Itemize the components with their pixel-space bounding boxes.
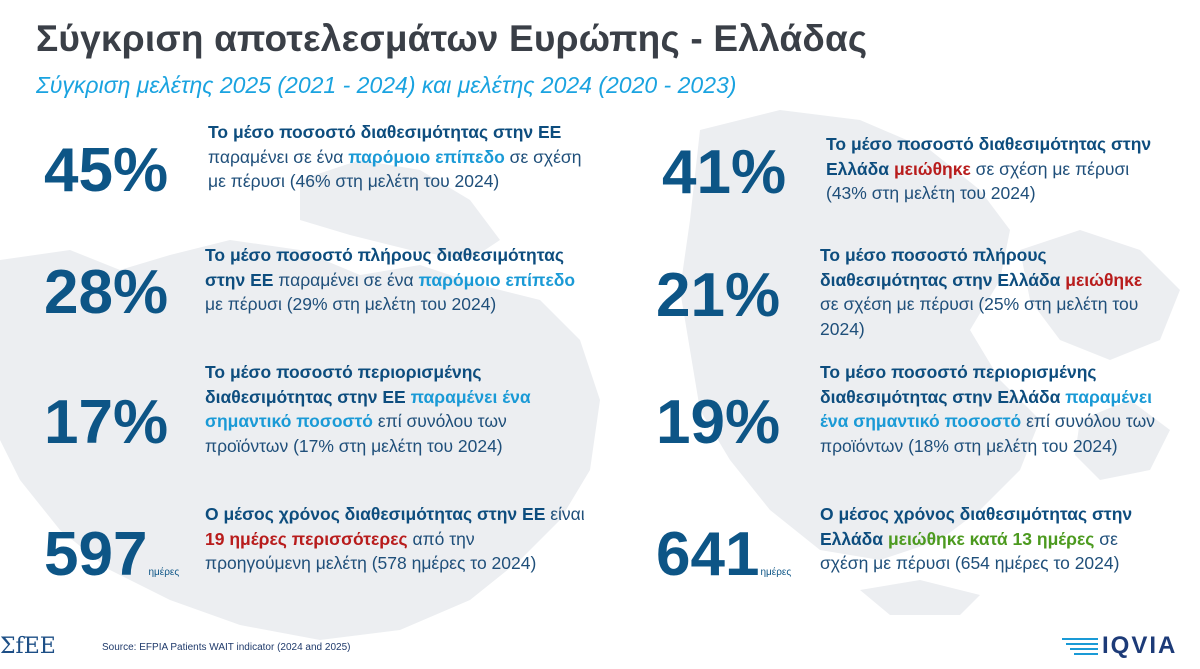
gr-limited-lead: Το μέσο ποσοστό περιορισμένης διαθεσιμότ… bbox=[820, 362, 1097, 407]
eu-limited-value: 17% bbox=[44, 388, 169, 457]
gr-full-rest: σε σχέση με πέρυσι (25% στη μελέτη του 2… bbox=[820, 294, 1139, 339]
eu-availability-mid: παραμένει σε ένα bbox=[208, 146, 349, 167]
eu-limited-text: Το μέσο ποσοστό περιορισμένης διαθεσιμότ… bbox=[205, 360, 580, 458]
gr-availability-text: Το μέσο ποσοστό διαθεσιμότητας στην Ελλά… bbox=[826, 132, 1166, 206]
gr-time-text: Ο μέσος χρόνος διαθεσιμότητας στην Ελλάδ… bbox=[820, 502, 1160, 576]
gr-limited-highlight: παραμένει ένα σημαντικό ποσοστό bbox=[820, 386, 1153, 432]
gr-availability-value: 41% bbox=[662, 138, 787, 207]
eu-full-mid: παραμένει σε ένα bbox=[273, 269, 419, 290]
eu-limited-rest: επί συνόλου των προϊόντων (17% στη μελέτ… bbox=[205, 411, 507, 456]
eu-availability-lead: Το μέσο ποσοστό διαθεσιμότητας στην ΕΕ bbox=[208, 122, 562, 142]
eu-availability-rest: σε σχέση με πέρυσι (46% στη μελέτη του 2… bbox=[208, 146, 582, 192]
eu-availability-value: 45% bbox=[44, 136, 169, 205]
gr-limited-text: Το μέσο ποσοστό περιορισμένης διαθεσιμότ… bbox=[820, 360, 1180, 458]
eu-full-highlight: παρόμοιο επίπεδο bbox=[418, 269, 576, 290]
eu-time-lead: Ο μέσος χρόνος διαθεσιμότητας στην ΕΕ bbox=[205, 504, 546, 524]
iqvia-mark-icon bbox=[1062, 638, 1098, 655]
sfee-logo-text: ΣfEE bbox=[0, 634, 56, 659]
gr-limited-value: 19% bbox=[656, 388, 781, 457]
eu-time-value: 597ημέρες bbox=[44, 524, 179, 586]
iqvia-logo: IQVIA bbox=[1062, 632, 1177, 660]
eu-full-lead: Το μέσο ποσοστό πλήρους διαθεσιμότητας σ… bbox=[205, 245, 564, 290]
gr-time-lead: Ο μέσος χρόνος διαθεσιμότητας στην Ελλάδ… bbox=[820, 504, 1133, 549]
eu-time-text: Ο μέσος χρόνος διαθεσιμότητας στην ΕΕ εί… bbox=[205, 502, 585, 576]
gr-availability-rest: σε σχέση με πέρυσι (43% στη μελέτη του 2… bbox=[826, 158, 1130, 204]
sfee-logo: ΣfEE bbox=[0, 634, 56, 659]
source-note: Source: EFPIA Patients WAIT indicator (2… bbox=[102, 642, 351, 653]
page-title: Σύγκριση αποτελεσμάτων Ευρώπης - Ελλάδας bbox=[36, 18, 868, 59]
eu-time-mid: είναι bbox=[545, 504, 585, 524]
gr-time-value: 641ημέρες bbox=[656, 524, 791, 586]
eu-limited-highlight: παραμένει ένα σημαντικό ποσοστό bbox=[205, 386, 531, 432]
eu-time-number: 597 bbox=[44, 520, 148, 589]
gr-limited-rest: επί συνόλου των προϊόντων (18% στη μελέτ… bbox=[820, 411, 1155, 456]
page-subtitle: Σύγκριση μελέτης 2025 (2021 - 2024) και … bbox=[36, 72, 737, 98]
eu-full-text: Το μέσο ποσοστό πλήρους διαθεσιμότητας σ… bbox=[205, 243, 585, 317]
gr-full-value: 21% bbox=[656, 261, 781, 330]
gr-time-number: 641 bbox=[656, 520, 760, 589]
iqvia-logo-text: IQVIA bbox=[1102, 632, 1178, 659]
eu-time-rest: από την προηγούμενη μελέτη (578 ημέρες τ… bbox=[205, 528, 537, 574]
gr-full-text: Το μέσο ποσοστό πλήρους διαθεσιμότητας σ… bbox=[820, 243, 1165, 341]
gr-availability-highlight: μειώθηκε bbox=[893, 158, 971, 179]
gr-time-highlight: μειώθηκε κατά 13 ημέρες bbox=[887, 528, 1095, 549]
eu-limited-lead: Το μέσο ποσοστό περιορισμένης διαθεσιμότ… bbox=[205, 362, 482, 407]
gr-time-unit: ημέρες bbox=[760, 567, 792, 578]
eu-full-value: 28% bbox=[44, 258, 169, 327]
eu-availability-text: Το μέσο ποσοστό διαθεσιμότητας στην ΕΕ π… bbox=[208, 120, 603, 194]
eu-time-unit: ημέρες bbox=[148, 567, 180, 578]
gr-availability-lead: Το μέσο ποσοστό διαθεσιμότητας στην Ελλά… bbox=[826, 134, 1152, 179]
eu-full-rest: με πέρυσι (29% στη μελέτη του 2024) bbox=[205, 294, 497, 314]
eu-availability-highlight: παρόμοιο επίπεδο bbox=[348, 146, 505, 167]
gr-full-lead: Το μέσο ποσοστό πλήρους διαθεσιμότητας σ… bbox=[820, 245, 1061, 290]
gr-time-rest: σε σχέση με πέρυσι (654 ημέρες το 2024) bbox=[820, 528, 1120, 574]
gr-full-highlight: μειώθηκε bbox=[1065, 269, 1143, 290]
eu-time-highlight: 19 ημέρες περισσότερες bbox=[205, 528, 408, 549]
